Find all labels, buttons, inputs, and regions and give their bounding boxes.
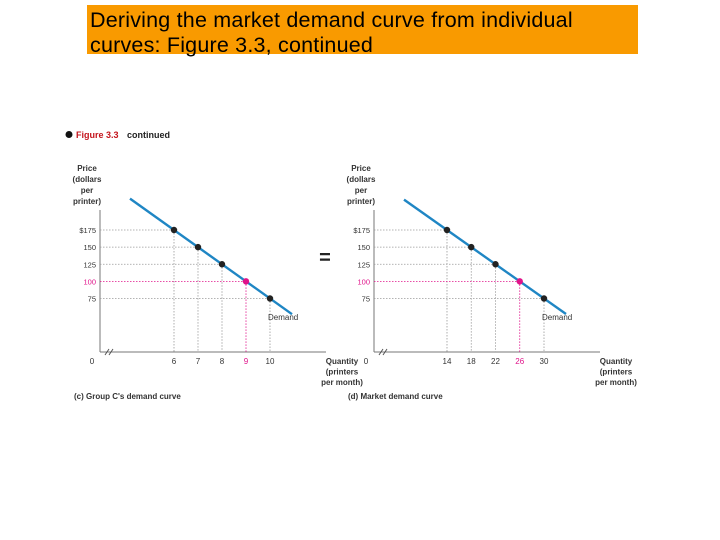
demand-curve-line xyxy=(129,197,293,316)
highlight-point xyxy=(242,278,250,285)
y-tick-label: 75 xyxy=(88,295,96,304)
x-tick-label: 8 xyxy=(220,357,225,366)
y-tick-label: 100 xyxy=(83,277,96,286)
data-point xyxy=(492,261,499,268)
y-tick-label: 150 xyxy=(83,243,96,252)
highlight-point xyxy=(516,278,523,285)
x-tick-label: 7 xyxy=(196,357,201,366)
x-axis-label: Quantity (printers per month) xyxy=(321,357,363,387)
data-point xyxy=(468,243,475,251)
y-tick-label: 150 xyxy=(357,243,370,252)
y-tick-label: $175 xyxy=(353,226,370,235)
y-tick-label: 125 xyxy=(83,260,96,269)
chart-caption: (d) Market demand curve xyxy=(348,392,443,401)
y-tick-label: 100 xyxy=(357,277,370,286)
data-point xyxy=(218,261,226,268)
data-point xyxy=(194,243,202,251)
series-label: Demand xyxy=(542,313,572,322)
slide-title: Deriving the market demand curve from in… xyxy=(87,5,638,57)
figure-header: Figure 3.3 continued xyxy=(65,130,170,140)
x-tick-label: 14 xyxy=(443,357,452,366)
chart-group-c: Price (dollars per printer) Quantity (printer… xyxy=(73,164,364,401)
x-tick-label: 9 xyxy=(244,357,249,366)
data-point xyxy=(443,226,451,234)
bullet-icon xyxy=(65,131,73,138)
origin-label: 0 xyxy=(364,357,369,366)
axis-break-icon xyxy=(104,348,114,356)
x-axis-label: Quantity (printers per month) xyxy=(595,357,637,387)
data-point xyxy=(266,295,274,302)
demand-curve-line xyxy=(403,198,567,316)
x-tick-label: 30 xyxy=(540,357,549,366)
y-tick-label: 75 xyxy=(362,295,370,304)
chart-caption: (c) Group C's demand curve xyxy=(74,392,181,401)
y-axis-label: Price (dollars per printer) xyxy=(73,164,102,206)
figure-label-suffix: continued xyxy=(127,130,170,140)
y-axis-label: Price (dollars per printer) xyxy=(347,164,376,206)
data-point xyxy=(540,295,548,302)
x-tick-label: 18 xyxy=(467,357,476,366)
figure-label: Figure 3.3 xyxy=(76,130,119,140)
x-tick-label: 6 xyxy=(172,357,177,366)
origin-label: 0 xyxy=(90,357,95,366)
axis-break-icon xyxy=(378,348,388,356)
x-tick-label: 22 xyxy=(491,357,500,366)
y-tick-label: 125 xyxy=(357,260,370,269)
equals-sign: = xyxy=(319,247,331,269)
chart-market: Price (dollars per printer) Quantity (printer… xyxy=(347,164,638,401)
x-tick-label: 10 xyxy=(266,357,275,366)
series-label: Demand xyxy=(268,313,298,322)
x-tick-label: 26 xyxy=(515,357,524,366)
data-point xyxy=(170,226,178,234)
y-tick-label: $175 xyxy=(79,226,96,235)
